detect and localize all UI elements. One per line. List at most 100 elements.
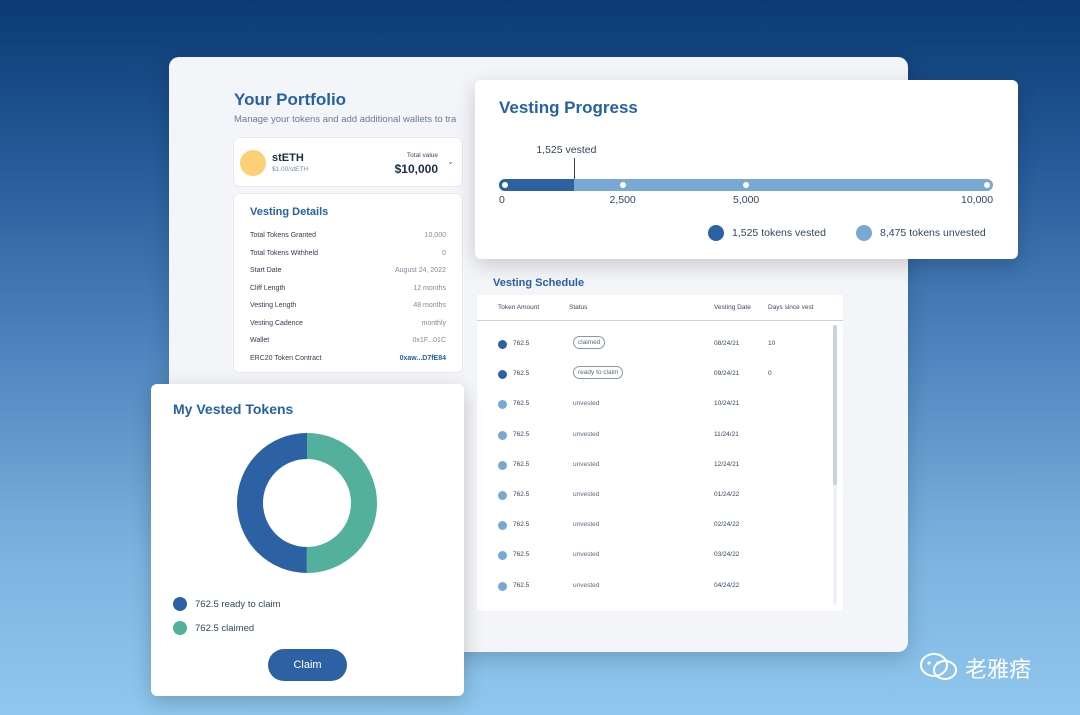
detail-row: ERC20 Token Contract 0xaw...D7fE84 (250, 355, 446, 367)
status-badge: ready to claim (573, 366, 624, 380)
legend-dot (173, 597, 187, 611)
detail-row: Vesting Cadence monthly (250, 320, 446, 332)
detail-key: Vesting Length (250, 302, 297, 309)
vesting-details-title: Vesting Details (250, 206, 329, 218)
legend-label: 762.5 claimed (195, 623, 255, 634)
token-amount: 762.5 (513, 460, 530, 468)
table-row: 762.5 unvested 11/24/21 (477, 421, 837, 451)
status-dot (498, 460, 507, 470)
token-selector[interactable]: stETH $1.00/stETH Total value $10,000 ⌄ (233, 137, 463, 187)
status-dot (498, 581, 507, 591)
token-amount: 762.5 (513, 551, 530, 559)
vesting-progress-card: Vesting Progress 1,525 vested 0 2,500 5,00… (475, 80, 1018, 259)
legend-dot (708, 225, 724, 241)
progress-tick (619, 182, 626, 188)
detail-row: Total Tokens Granted 10,000 (250, 232, 446, 244)
token-amount: 762.5 (513, 430, 530, 438)
vesting-date: 10/24/21 (714, 400, 740, 408)
vesting-date: 03/24/22 (714, 551, 740, 559)
total-value: $10,000 (394, 162, 438, 176)
detail-key: Total Tokens Granted (250, 232, 317, 239)
status-dot (498, 551, 507, 561)
status-badge: unvested (573, 491, 600, 498)
detail-row: Vesting Length 48 months (250, 302, 446, 314)
vesting-date: 11/24/21 (714, 430, 739, 438)
status-dot (498, 370, 507, 380)
vesting-schedule-title: Vesting Schedule (493, 277, 585, 289)
progress-tick-label: 10,000 (961, 194, 994, 206)
table-row: 762.5 unvested 12/24/21 (477, 451, 837, 481)
status-dot (498, 521, 507, 531)
vesting-schedule-table: Token Amount Status Vesting Date Days si… (477, 295, 843, 611)
vesting-date: 12/24/21 (714, 460, 740, 468)
vesting-progress-title: Vesting Progress (499, 98, 638, 117)
vesting-date: 04/24/22 (714, 581, 740, 589)
status-badge: unvested (573, 430, 600, 438)
status-badge: unvested (573, 521, 600, 529)
days-since-vest: 0 (768, 370, 772, 378)
column-header: Status (569, 304, 588, 311)
table-row: 762.5 unvested 01/24/22 (477, 481, 837, 511)
status-dot (498, 340, 507, 349)
donut-slice (237, 433, 377, 573)
claim-button[interactable]: Claim (268, 649, 347, 681)
vested-donut-chart (237, 433, 377, 573)
progress-tick (984, 182, 990, 188)
table-header: Token Amount Status Vesting Date Days si… (477, 301, 843, 321)
detail-value: 48 months (413, 302, 446, 309)
detail-value: 10,000 (424, 232, 446, 239)
vested-tokens-title: My Vested Tokens (173, 401, 294, 417)
token-name: stETH (272, 152, 304, 164)
days-since-vest: 10 (768, 340, 776, 347)
legend-dot (173, 621, 187, 635)
column-header: Vesting Date (714, 304, 751, 311)
legend-label: 8,475 tokens unvested (880, 227, 986, 239)
detail-row: Total Tokens Withheld 0 (250, 250, 446, 262)
status-dot (498, 430, 507, 440)
detail-key: Wallet (250, 337, 270, 344)
scroll-thumb[interactable] (833, 325, 837, 485)
detail-key: Start Date (250, 267, 282, 274)
status-dot (498, 491, 507, 500)
vested-marker-label: 1,525 vested (536, 144, 597, 156)
token-amount: 762.5 (513, 581, 530, 589)
table-row: 762.5 unvested 10/24/21 (477, 390, 837, 420)
token-amount: 762.5 (513, 400, 530, 408)
progress-tick-label: 0 (499, 194, 505, 206)
table-row: 762.5 claimed 08/24/21 10 (477, 330, 837, 360)
table-scrollbar[interactable] (833, 325, 837, 605)
status-badge: unvested (573, 460, 600, 468)
table-row: 762.5 unvested 03/24/22 (477, 541, 837, 571)
status-badge: unvested (573, 581, 600, 589)
wallet-address[interactable]: 0x1F...01C (412, 337, 446, 344)
progress-tick (743, 182, 749, 188)
detail-row: Wallet 0x1F...01C (250, 337, 446, 349)
vesting-date: 02/24/22 (714, 521, 740, 529)
total-value-label: Total value (406, 152, 438, 159)
token-amount: 762.5 (513, 491, 530, 498)
vesting-details-card: Vesting Details Total Tokens Granted 10,… (233, 193, 463, 373)
detail-row: Start Date August 24, 2022 (250, 267, 446, 279)
page-title: Your Portfolio (234, 90, 347, 109)
token-amount: 762.5 (513, 370, 530, 378)
status-badge: claimed (573, 336, 606, 349)
token-coin-icon (240, 150, 266, 176)
vesting-date: 08/24/21 (714, 340, 740, 347)
vested-marker-line (574, 158, 576, 185)
column-header: Days since vest (768, 304, 814, 311)
legend-dot (856, 225, 872, 241)
detail-key: Vesting Cadence (250, 320, 303, 327)
detail-value: August 24, 2022 (395, 267, 446, 274)
vested-tokens-card: My Vested Tokens 762.5 ready to claim 76… (151, 384, 464, 696)
vesting-date: 01/24/22 (714, 491, 740, 498)
legend-label: 1,525 tokens vested (732, 227, 826, 239)
progress-tick-label: 2,500 (609, 194, 636, 206)
contract-address-link[interactable]: 0xaw...D7fE84 (399, 355, 446, 362)
watermark-text: 老雅痞 (965, 658, 1032, 683)
chevron-down-icon[interactable]: ⌄ (447, 157, 454, 166)
legend-label: 762.5 ready to claim (195, 599, 281, 610)
status-badge: unvested (573, 551, 600, 559)
detail-row: Cliff Length 12 months (250, 285, 446, 297)
detail-value: monthly (421, 320, 446, 327)
